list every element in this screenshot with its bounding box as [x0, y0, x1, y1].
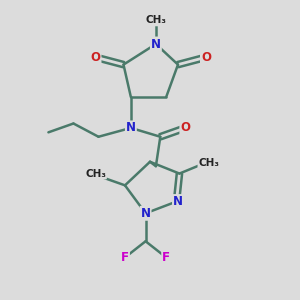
- Text: CH₃: CH₃: [198, 158, 219, 168]
- Text: N: N: [173, 195, 183, 208]
- Text: F: F: [162, 251, 170, 264]
- Text: CH₃: CH₃: [85, 169, 106, 178]
- Text: O: O: [201, 51, 211, 64]
- Text: O: O: [91, 51, 100, 64]
- Text: N: N: [126, 122, 136, 134]
- Text: N: N: [151, 38, 161, 50]
- Text: N: N: [141, 207, 151, 220]
- Text: CH₃: CH₃: [146, 15, 167, 26]
- Text: F: F: [121, 251, 129, 264]
- Text: O: O: [180, 122, 190, 134]
